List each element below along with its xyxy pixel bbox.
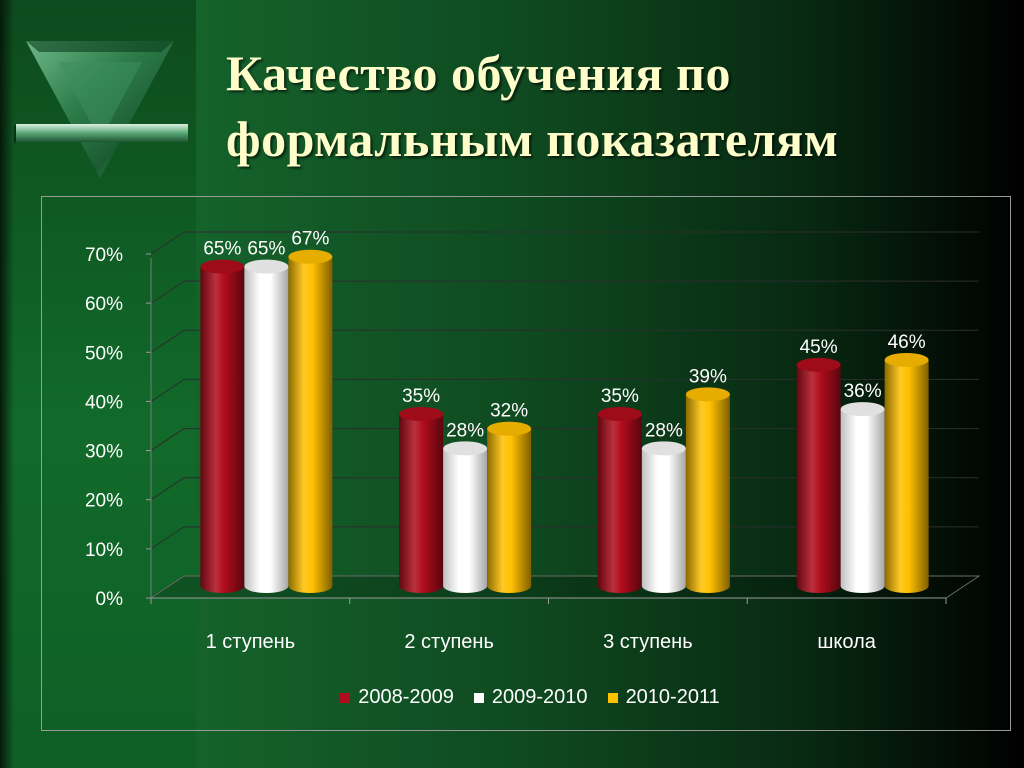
data-label: 46%	[888, 332, 926, 353]
data-label: 35%	[402, 386, 440, 407]
legend-label-2010-2011: 2010-2011	[625, 686, 720, 708]
bar-top	[685, 387, 730, 402]
gridline-diagonal	[150, 428, 185, 451]
legend-label-2009-2010: 2009-2010	[491, 686, 588, 708]
bar	[443, 448, 488, 593]
gridline-diagonal	[150, 379, 185, 402]
bar-top	[288, 249, 333, 264]
bar-top	[641, 441, 686, 456]
x-tick-label: 1 ступень	[206, 631, 295, 653]
bar	[840, 409, 885, 593]
y-tick-label: 60%	[85, 294, 123, 315]
y-tick-label: 70%	[85, 245, 123, 266]
gridline-diagonal	[150, 329, 185, 353]
bar	[487, 428, 532, 593]
bar-top	[244, 259, 289, 274]
bar	[597, 414, 642, 593]
legend-swatch-2009-2010	[473, 692, 484, 703]
strip-shadow	[0, 0, 14, 768]
bar-top	[796, 357, 841, 372]
y-tick-label: 30%	[85, 442, 123, 463]
bar	[884, 359, 929, 593]
legend-swatch-2010-2011	[607, 692, 618, 703]
bar-top	[597, 407, 642, 421]
data-label: 28%	[645, 420, 683, 441]
bar	[244, 266, 289, 593]
data-label: 28%	[446, 420, 484, 441]
data-label: 45%	[800, 337, 838, 358]
chart-frame	[41, 196, 1011, 731]
y-tick-label: 20%	[85, 491, 123, 512]
title-line-1: Качество обучения по	[226, 45, 731, 101]
legend-item-2010-2011: 2010-2011	[607, 686, 720, 709]
data-label: 39%	[689, 366, 727, 387]
bar-top	[884, 352, 929, 367]
legend-item-2008-2009: 2008-2009	[340, 686, 454, 709]
legend-label-2008-2009: 2008-2009	[358, 686, 454, 708]
bar	[288, 256, 333, 593]
gridline-diagonal	[150, 526, 185, 550]
bar	[796, 364, 841, 593]
x-tick-label: школа	[817, 631, 876, 653]
bar	[685, 394, 730, 593]
slide-title: Качество обучения по формальным показате…	[226, 40, 1006, 172]
bar-top	[399, 407, 444, 421]
bar	[200, 266, 245, 593]
bar-top	[487, 421, 532, 436]
legend-item-2009-2010: 2009-2010	[473, 686, 588, 709]
bar-top	[443, 441, 488, 456]
title-line-2: формальным показателям	[226, 111, 839, 167]
gridline-diagonal	[150, 477, 185, 501]
data-label: 36%	[844, 381, 882, 402]
bar-top	[840, 402, 885, 417]
legend-swatch-2008-2009	[340, 692, 351, 703]
gridline-diagonal	[150, 231, 185, 255]
data-label: 35%	[601, 386, 639, 407]
y-tick-label: 0%	[96, 589, 124, 610]
bar	[399, 414, 444, 593]
gridline-diagonal	[150, 280, 185, 304]
data-label: 65%	[203, 239, 241, 260]
bar	[641, 448, 686, 593]
bar-top	[200, 259, 245, 274]
data-label: 32%	[490, 401, 528, 422]
data-label: 65%	[247, 239, 285, 260]
y-tick-label: 40%	[85, 392, 123, 413]
y-tick-label: 10%	[85, 540, 123, 561]
pyramid-logo-icon	[14, 41, 188, 178]
x-tick-label: 3 ступень	[603, 631, 692, 653]
data-label: 67%	[291, 229, 329, 250]
chart-legend: 2008-2009 2009-2010 2010-2011	[0, 686, 1024, 709]
x-tick-label: 2 ступень	[404, 631, 493, 653]
y-tick-label: 50%	[85, 343, 123, 364]
